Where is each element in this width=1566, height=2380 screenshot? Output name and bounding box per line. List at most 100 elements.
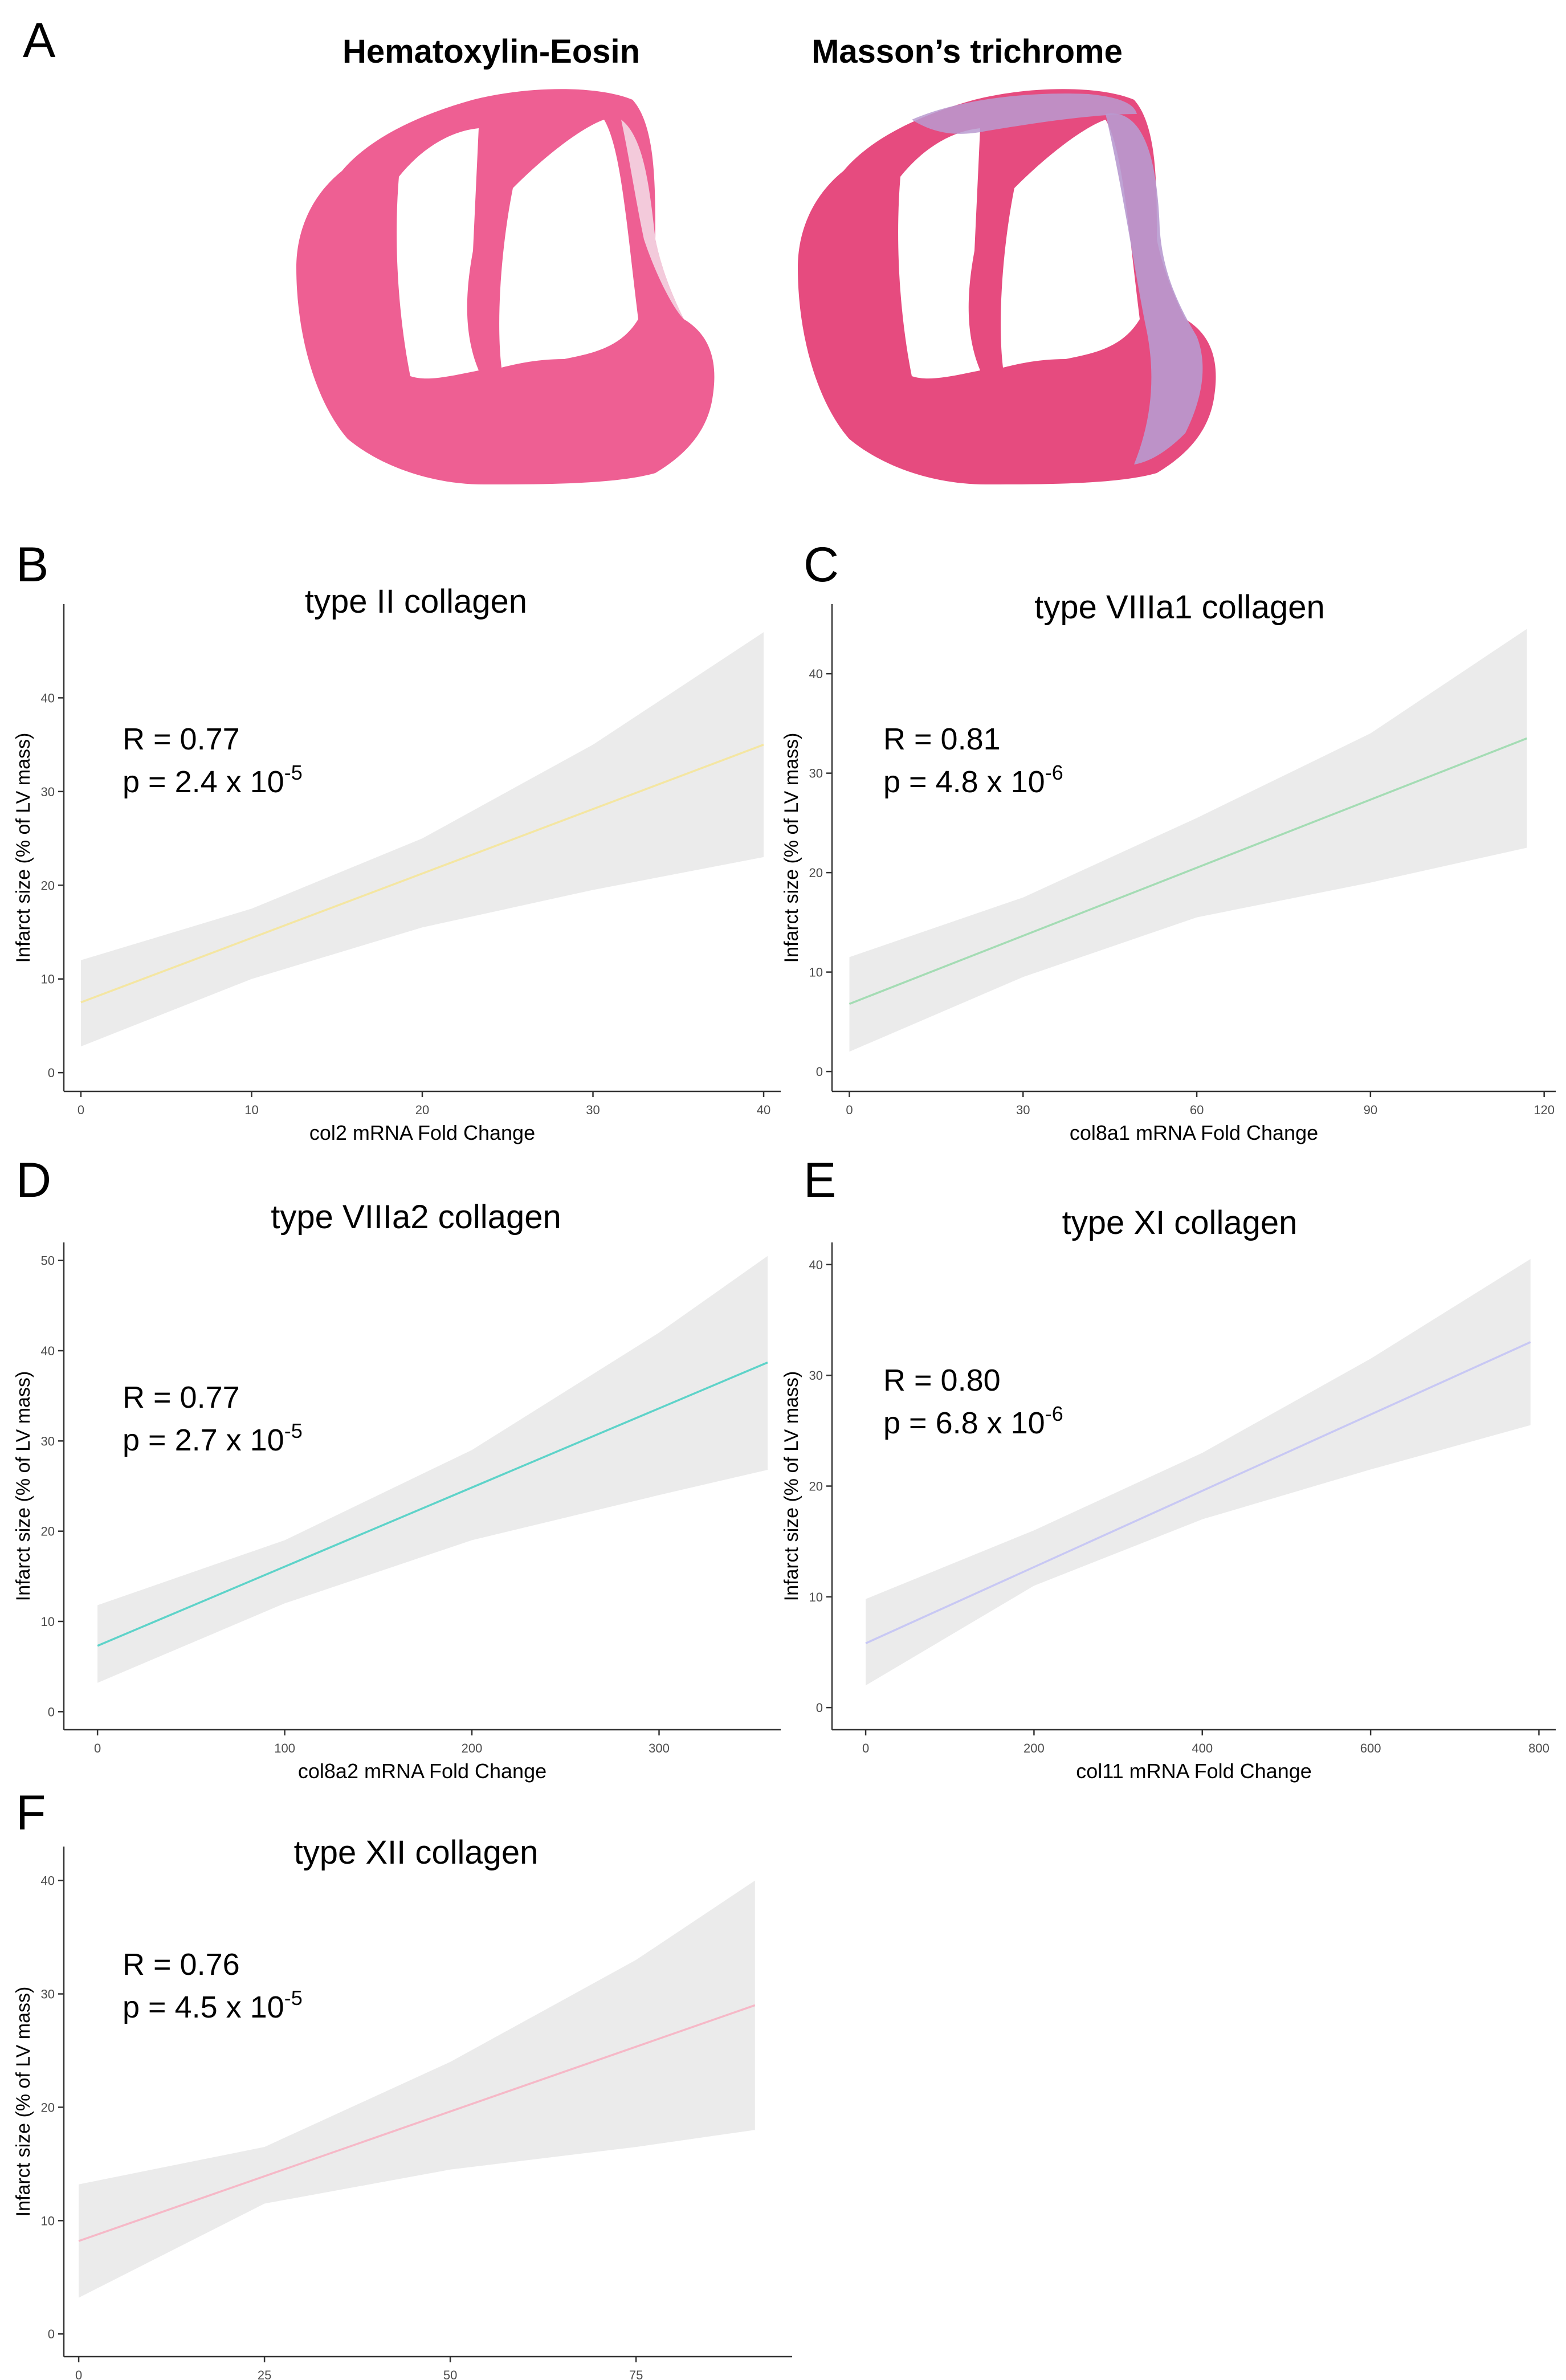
panel-f-letter: F bbox=[16, 1786, 46, 1840]
p-value: p = 4.8 x 10-6 bbox=[883, 761, 1063, 799]
x-tick-label: 50 bbox=[443, 2368, 457, 2380]
y-tick-label: 20 bbox=[41, 1525, 55, 1539]
p-value-base: p = 4.5 x 10 bbox=[123, 1990, 284, 2024]
y-tick-label: 20 bbox=[809, 866, 823, 880]
y-tick-label: 40 bbox=[41, 1874, 55, 1888]
p-value-base: p = 6.8 x 10 bbox=[883, 1406, 1045, 1440]
x-tick-label: 120 bbox=[1534, 1103, 1555, 1117]
x-axis-label: col2 mRNA Fold Change bbox=[309, 1121, 535, 1144]
chart-title: type VIIIa1 collagen bbox=[1034, 589, 1324, 626]
regression-line bbox=[865, 1341, 1531, 1645]
chart-title: type VIIIa2 collagen bbox=[271, 1199, 561, 1236]
x-tick-label: 75 bbox=[629, 2368, 643, 2380]
p-value: p = 6.8 x 10-6 bbox=[883, 1402, 1063, 1440]
y-tick-label: 30 bbox=[809, 1368, 823, 1383]
r-value: R = 0.77 bbox=[123, 1380, 240, 1415]
y-tick-label: 40 bbox=[809, 667, 823, 681]
x-tick-label: 100 bbox=[274, 1741, 295, 1755]
x-tick-label: 40 bbox=[757, 1103, 770, 1117]
confidence-band bbox=[866, 1259, 1531, 1686]
r-value: R = 0.76 bbox=[123, 1947, 240, 1982]
x-tick-label: 200 bbox=[462, 1741, 483, 1755]
confidence-band bbox=[97, 1256, 768, 1683]
x-tick-label: 10 bbox=[244, 1103, 258, 1117]
p-value-exponent: -5 bbox=[284, 1419, 303, 1442]
x-tick-label: 0 bbox=[78, 1103, 84, 1117]
x-tick-label: 20 bbox=[415, 1103, 429, 1117]
x-tick-label: 30 bbox=[1016, 1103, 1030, 1117]
y-tick-label: 0 bbox=[48, 1066, 55, 1080]
y-axis-label: Infarct size (% of LV mass) bbox=[13, 733, 34, 963]
y-tick-label: 30 bbox=[41, 785, 55, 799]
panel-letters: B C D E F bbox=[16, 537, 839, 1840]
x-tick-label: 25 bbox=[258, 2368, 271, 2380]
y-tick-label: 50 bbox=[41, 1254, 55, 1268]
confidence-band bbox=[79, 1880, 755, 2298]
y-tick-label: 40 bbox=[809, 1258, 823, 1272]
regression-line bbox=[80, 743, 764, 1004]
p-value-exponent: -5 bbox=[284, 761, 303, 784]
y-tick-label: 20 bbox=[41, 878, 55, 892]
y-axis-label: Infarct size (% of LV mass) bbox=[781, 733, 802, 963]
x-axis-label: col8a2 mRNA Fold Change bbox=[298, 1759, 547, 1783]
p-value: p = 2.4 x 10-5 bbox=[123, 761, 303, 799]
confidence-band bbox=[81, 632, 764, 1047]
y-tick-label: 10 bbox=[41, 2214, 55, 2228]
r-value: R = 0.81 bbox=[883, 722, 1001, 756]
x-tick-label: 200 bbox=[1023, 1741, 1045, 1755]
x-tick-label: 0 bbox=[94, 1741, 101, 1755]
x-tick-label: 60 bbox=[1190, 1103, 1204, 1117]
masson-fibrosis-right bbox=[1106, 113, 1203, 464]
chart-title: type XII collagen bbox=[294, 1834, 539, 1871]
y-tick-label: 40 bbox=[41, 1344, 55, 1358]
he-title: Hematoxylin-Eosin bbox=[342, 33, 640, 70]
x-axis-label: col11 mRNA Fold Change bbox=[1076, 1759, 1312, 1783]
x-tick-label: 0 bbox=[862, 1741, 869, 1755]
p-value: p = 2.7 x 10-5 bbox=[123, 1419, 303, 1457]
x-tick-label: 0 bbox=[846, 1103, 853, 1117]
y-tick-label: 0 bbox=[48, 2327, 55, 2341]
chart-title: type II collagen bbox=[305, 583, 527, 620]
y-tick-label: 10 bbox=[41, 972, 55, 987]
p-value-exponent: -6 bbox=[1045, 1402, 1063, 1425]
y-tick-label: 10 bbox=[809, 965, 823, 980]
p-value: p = 4.5 x 10-5 bbox=[123, 1986, 303, 2024]
panel-a-letter: A bbox=[23, 13, 56, 68]
panel-b-letter: B bbox=[16, 537, 48, 592]
x-tick-label: 400 bbox=[1192, 1741, 1213, 1755]
he-pale-region bbox=[621, 120, 684, 319]
r-value: R = 0.80 bbox=[883, 1363, 1001, 1397]
chart-type-viiia1-collagen: 0 30 60 90 120 0 10 20 30 40 col8a1 mRNA Fold Chan… bbox=[781, 589, 1556, 1144]
x-tick-label: 30 bbox=[586, 1103, 600, 1117]
y-tick-label: 0 bbox=[816, 1065, 823, 1079]
chart-type-xi-collagen: 0 200 400 600 800 0 10 20 30 40 col11 mRNA Fold Ch… bbox=[781, 1204, 1556, 1783]
y-tick-label: 30 bbox=[809, 767, 823, 781]
chart-type-ii-collagen: 0 10 20 30 40 0 10 20 30 40 col2 mRNA Fold Change I… bbox=[13, 583, 781, 1144]
he-tissue bbox=[296, 89, 715, 484]
y-tick-label: 10 bbox=[809, 1590, 823, 1604]
y-tick-label: 30 bbox=[41, 1434, 55, 1448]
he-heart-section bbox=[296, 89, 715, 484]
r-value: R = 0.77 bbox=[123, 722, 240, 756]
y-tick-label: 0 bbox=[816, 1701, 823, 1715]
p-value-base: p = 2.7 x 10 bbox=[123, 1423, 284, 1457]
regression-line bbox=[849, 737, 1527, 1005]
x-tick-label: 600 bbox=[1360, 1741, 1381, 1755]
regression-line bbox=[97, 1361, 768, 1647]
masson-fibrosis-top bbox=[912, 93, 1137, 134]
x-tick-label: 90 bbox=[1364, 1103, 1377, 1117]
y-axis-label: Infarct size (% of LV mass) bbox=[13, 1987, 34, 2217]
p-value-exponent: -5 bbox=[284, 1986, 303, 2010]
panel-c-letter: C bbox=[804, 537, 839, 592]
p-value-base: p = 4.8 x 10 bbox=[883, 765, 1045, 799]
x-tick-label: 0 bbox=[75, 2368, 82, 2380]
y-tick-label: 20 bbox=[41, 2100, 55, 2114]
chart-type-xii-collagen: 0255075010203040col12 mRNA Fold ChangeIn… bbox=[13, 1834, 792, 2380]
panel-e-letter: E bbox=[804, 1153, 836, 1208]
chart-title: type XI collagen bbox=[1062, 1204, 1298, 1241]
masson-tissue bbox=[798, 89, 1216, 484]
masson-title: Masson’s trichrome bbox=[811, 33, 1123, 70]
y-tick-label: 20 bbox=[809, 1480, 823, 1494]
x-tick-label: 800 bbox=[1528, 1741, 1549, 1755]
